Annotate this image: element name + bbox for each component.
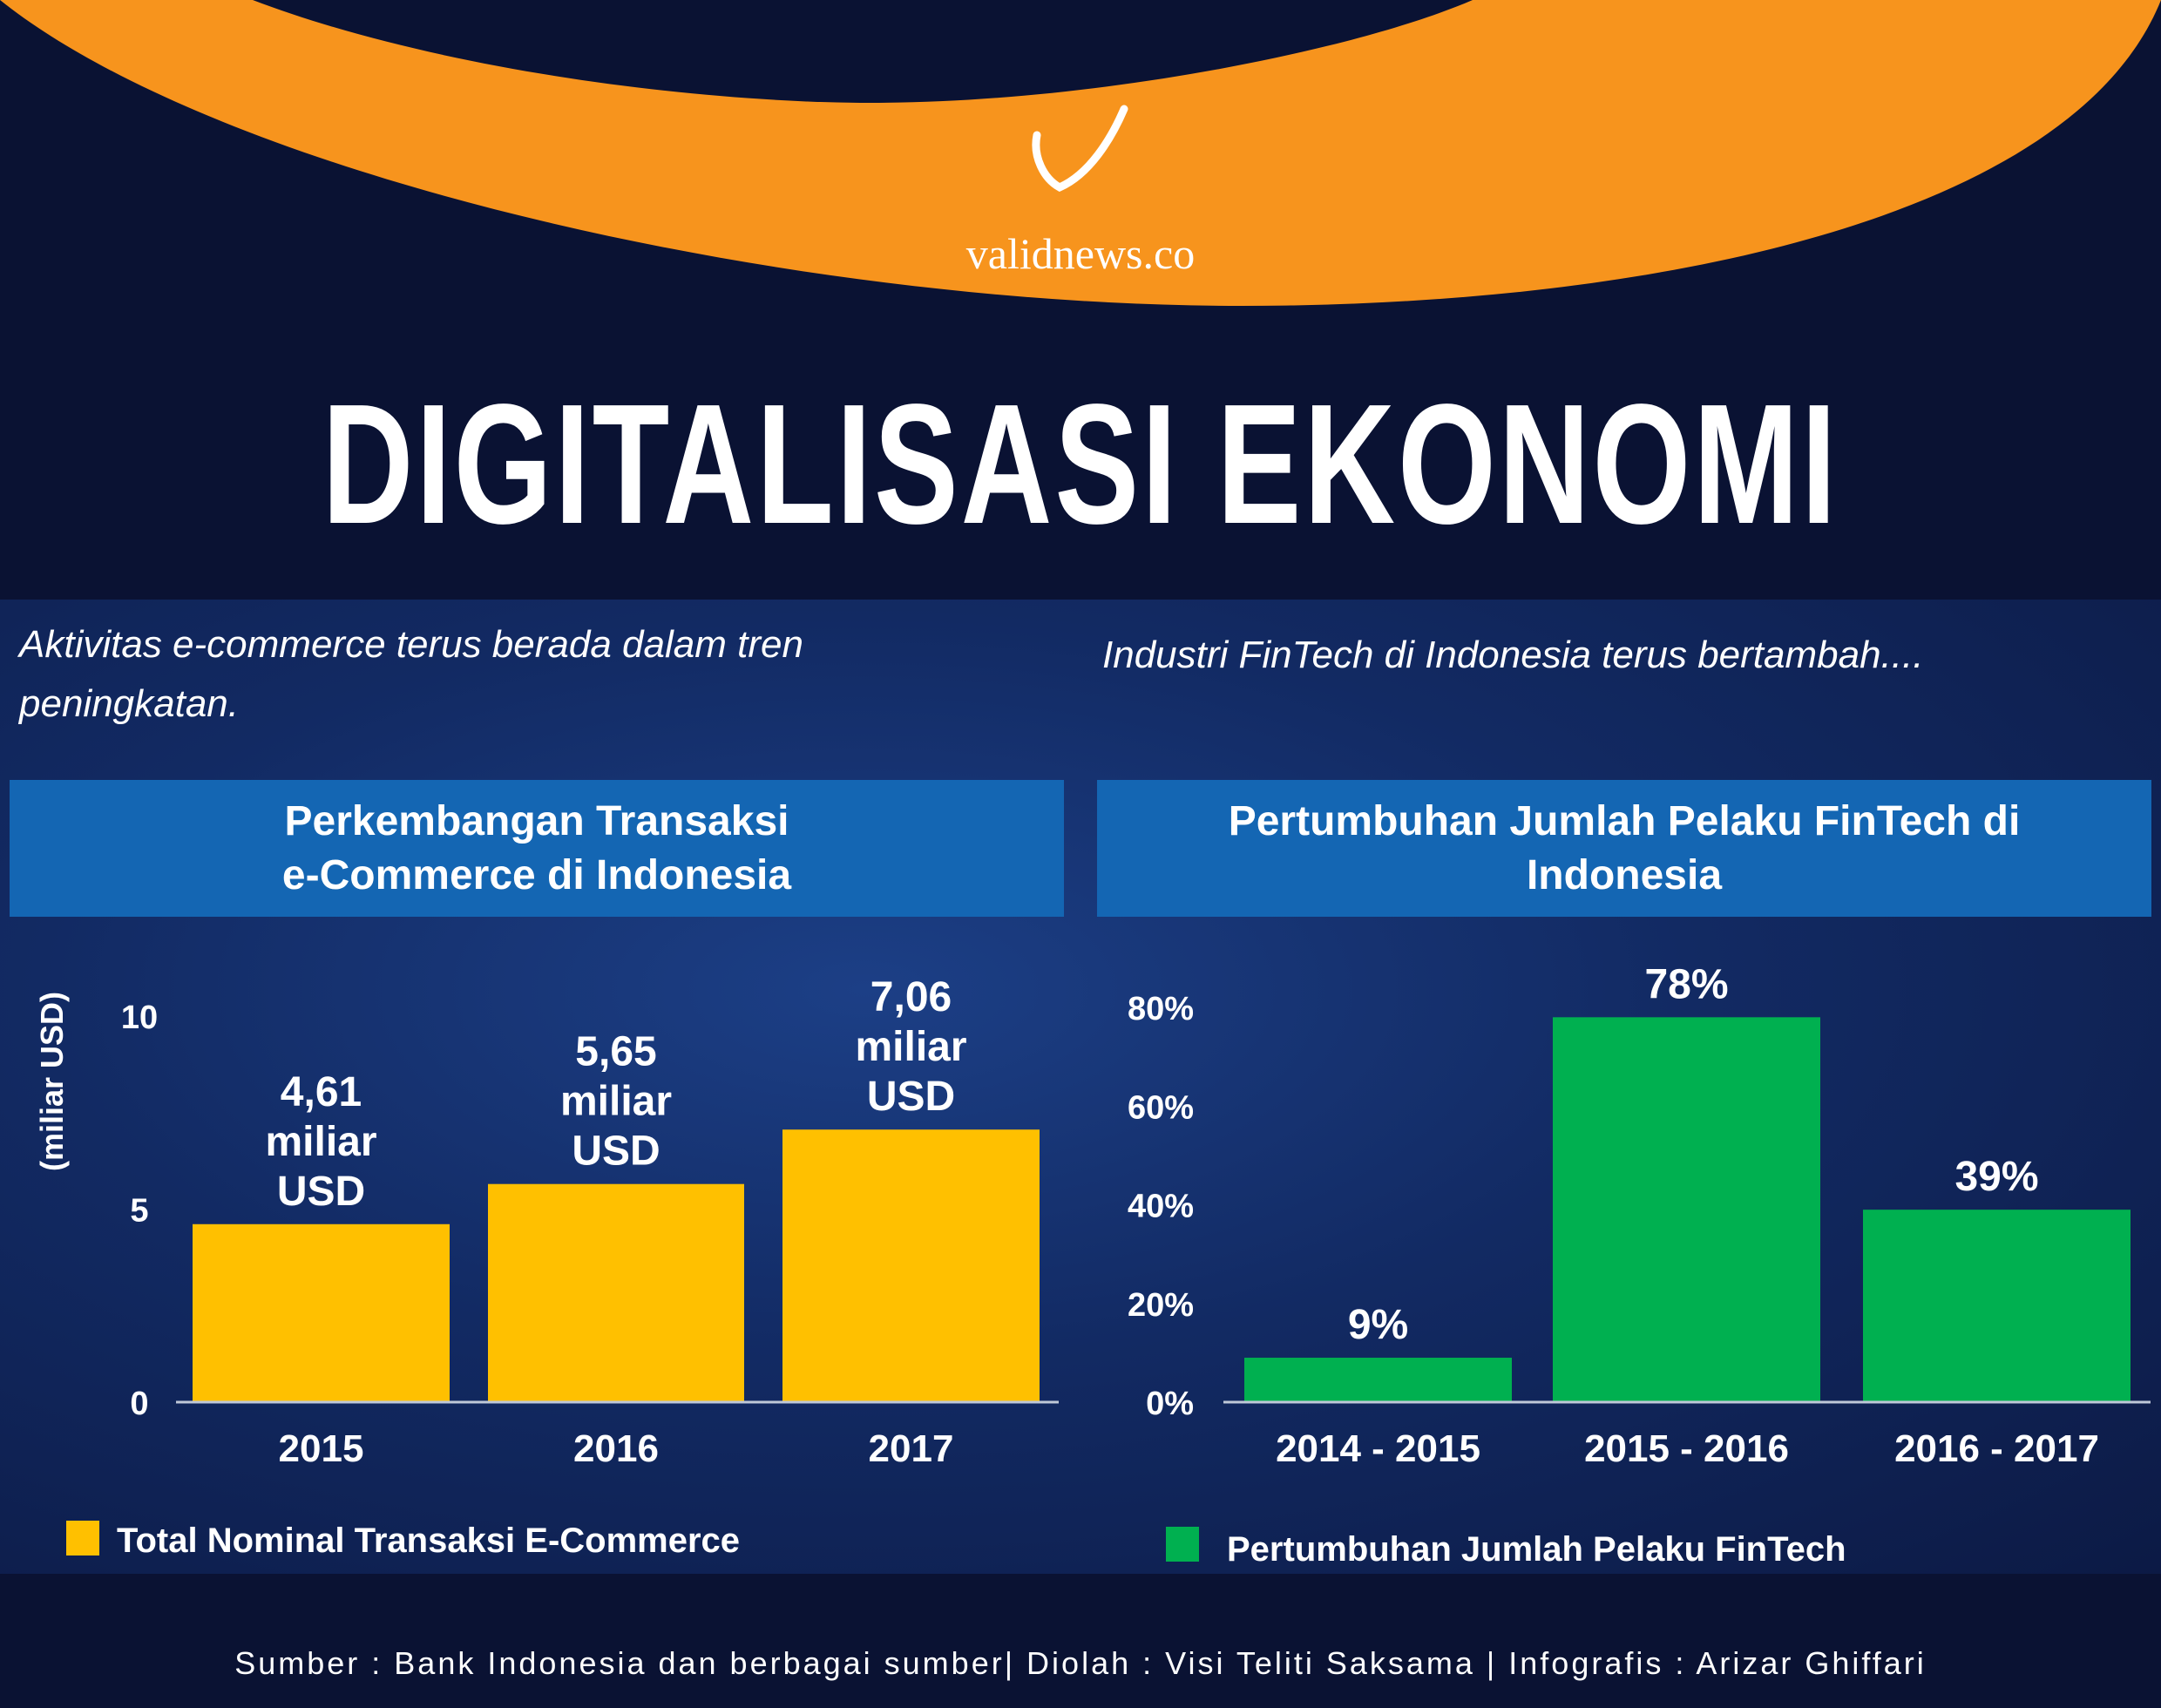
- left-subtitle-line: Aktivitas e-commerce terus berada dalam …: [19, 623, 803, 666]
- y-tick-label: 10: [121, 1000, 158, 1036]
- legend-ecommerce: Total Nominal Transaksi E-Commerce: [117, 1522, 741, 1560]
- legend-swatch-ecommerce: [66, 1521, 99, 1556]
- footer-credits: Sumber : Bank Indonesia dan berbagai sum…: [234, 1645, 1927, 1681]
- y-tick-label: 0: [130, 1386, 148, 1422]
- bar-2016-2017: [1863, 1210, 2131, 1402]
- data-label: 4,61: [281, 1069, 362, 1115]
- chart-title-line: Perkembangan Transaksi: [284, 797, 789, 844]
- data-label: 78%: [1644, 961, 1728, 1007]
- y-axis-label: (miliar USD): [34, 992, 70, 1171]
- ecommerce-chart-title: Perkembangan Transaksi e-Commerce di Indo…: [10, 780, 1064, 917]
- bar-2015-2016: [1553, 1017, 1820, 1402]
- chart-title-line: Pertumbuhan Jumlah Pelaku FinTech di: [1228, 797, 2021, 844]
- left-subtitle: Aktivitas e-commerce terus berada dalam …: [19, 615, 803, 734]
- y-tick-label: 0%: [1146, 1386, 1194, 1422]
- data-label: 39%: [1954, 1154, 2038, 1200]
- left-subtitle-line: peningkatan.: [19, 682, 239, 725]
- legend-swatch-fintech: [1166, 1527, 1199, 1562]
- x-tick-label: 2016: [573, 1427, 659, 1470]
- data-label: miliar: [560, 1079, 672, 1125]
- right-subtitle: Industri FinTech di Indonesia terus bert…: [1102, 634, 1924, 676]
- chart-title-line: Indonesia: [1526, 851, 1723, 898]
- bar-2014-2015: [1244, 1358, 1512, 1402]
- bar-2016: [488, 1183, 744, 1402]
- bar-2015: [193, 1223, 450, 1402]
- data-label: USD: [572, 1128, 660, 1175]
- validnews-logo-icon: [1032, 105, 1128, 192]
- x-tick-label: 2014 - 2015: [1276, 1427, 1480, 1470]
- page-title: DIGITALISASI EKONOMI: [322, 369, 1839, 559]
- data-label: miliar: [855, 1024, 966, 1070]
- bar-2017: [782, 1129, 1040, 1402]
- x-tick-label: 2015 - 2016: [1584, 1427, 1789, 1470]
- x-tick-label: 2016 - 2017: [1894, 1427, 2099, 1470]
- data-label: 7,06: [870, 974, 952, 1020]
- legend-fintech: Pertumbuhan Jumlah Pelaku FinTech: [1227, 1530, 1846, 1569]
- y-tick-label: 40%: [1128, 1189, 1194, 1225]
- fintech-chart-title: Pertumbuhan Jumlah Pelaku FinTech di Indo…: [1097, 780, 2151, 917]
- data-label: miliar: [265, 1119, 376, 1165]
- y-tick-label: 20%: [1128, 1287, 1194, 1324]
- y-tick-label: 5: [130, 1193, 148, 1230]
- y-tick-label: 60%: [1128, 1089, 1194, 1126]
- x-tick-label: 2015: [279, 1427, 364, 1470]
- data-label: 5,65: [575, 1029, 656, 1075]
- brand-name: validnews.co: [965, 229, 1196, 278]
- data-label: USD: [277, 1169, 365, 1215]
- y-tick-label: 80%: [1128, 991, 1194, 1027]
- header-arc: [0, 0, 2161, 306]
- x-tick-label: 2017: [869, 1427, 954, 1470]
- data-label: 9%: [1348, 1302, 1408, 1348]
- data-label: USD: [867, 1074, 955, 1120]
- chart-title-line: e-Commerce di Indonesia: [281, 851, 792, 898]
